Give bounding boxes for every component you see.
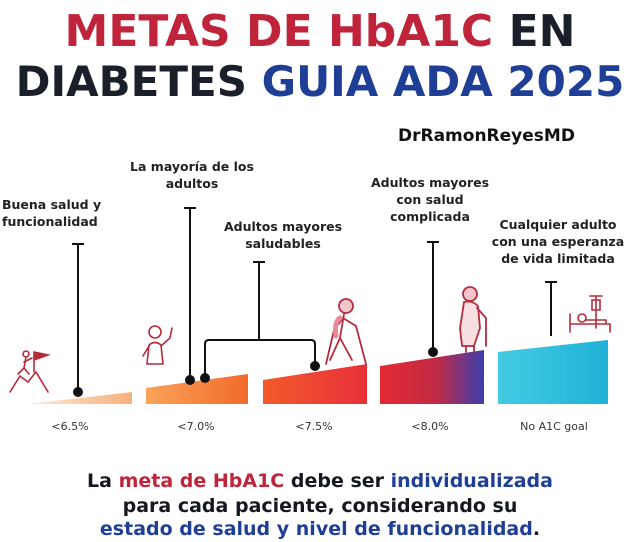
person-waving-icon xyxy=(142,325,173,365)
footer-text: debe ser xyxy=(284,470,391,492)
bar-goal-7-5 xyxy=(263,364,367,404)
summit-flag-climber-icon xyxy=(9,350,51,393)
bar-goal-7-0 xyxy=(146,374,248,404)
caption-mayoria-adultos: La mayoría de los adultos xyxy=(130,159,254,191)
goal-label-6-5: <6.5% xyxy=(51,420,89,433)
footer-line-2: para cada paciente, considerando su xyxy=(122,495,518,517)
bar-no-goal xyxy=(498,340,608,404)
elderly-walking-poles-icon xyxy=(325,298,367,365)
caption-mayores-complicada: Adultos mayores con salud complicada xyxy=(370,175,490,224)
hospital-bed-icon xyxy=(569,295,611,333)
goal-label-no-goal: No A1C goal xyxy=(520,420,588,433)
title-guia-ada: GUIA ADA 2025 xyxy=(261,57,625,106)
footer-meta-hba1c: meta de HbA1C xyxy=(118,470,285,492)
title-metas: METAS DE HbA1C xyxy=(64,6,494,57)
caption-mayores-saludables: Adultos mayores saludables xyxy=(223,219,343,251)
title-line-2: DIABETES GUIA ADA 2025 xyxy=(0,58,640,106)
author-handle: DrRamonReyesMD xyxy=(398,126,575,146)
bar-goal-8-0 xyxy=(380,350,484,404)
goal-label-7-0: <7.0% xyxy=(177,420,215,433)
title-diabetes: DIABETES xyxy=(15,57,247,106)
footer-estado-salud: estado de salud y nivel de funcionalidad xyxy=(99,518,533,540)
footer-line-1: La meta de HbA1C debe ser individualizad… xyxy=(0,468,640,494)
bar-goal-6-5 xyxy=(28,392,132,404)
footer-text: La xyxy=(87,470,119,492)
footer-individualizada: individualizada xyxy=(390,470,553,492)
footer-period: . xyxy=(532,518,541,540)
elderly-cane-icon xyxy=(459,286,487,353)
goal-label-7-5: <7.5% xyxy=(295,420,333,433)
caption-esperanza-limitada: Cualquier adulto con una esperanza de vi… xyxy=(491,217,625,266)
caption-buena-salud: Buena salud y funcionalidad xyxy=(2,197,102,229)
goal-label-8-0: <8.0% xyxy=(411,420,449,433)
footer-line-3: estado de salud y nivel de funcionalidad… xyxy=(0,516,640,542)
title-line-1: METAS DE HbA1C EN xyxy=(0,8,640,56)
title-en: EN xyxy=(508,6,576,57)
